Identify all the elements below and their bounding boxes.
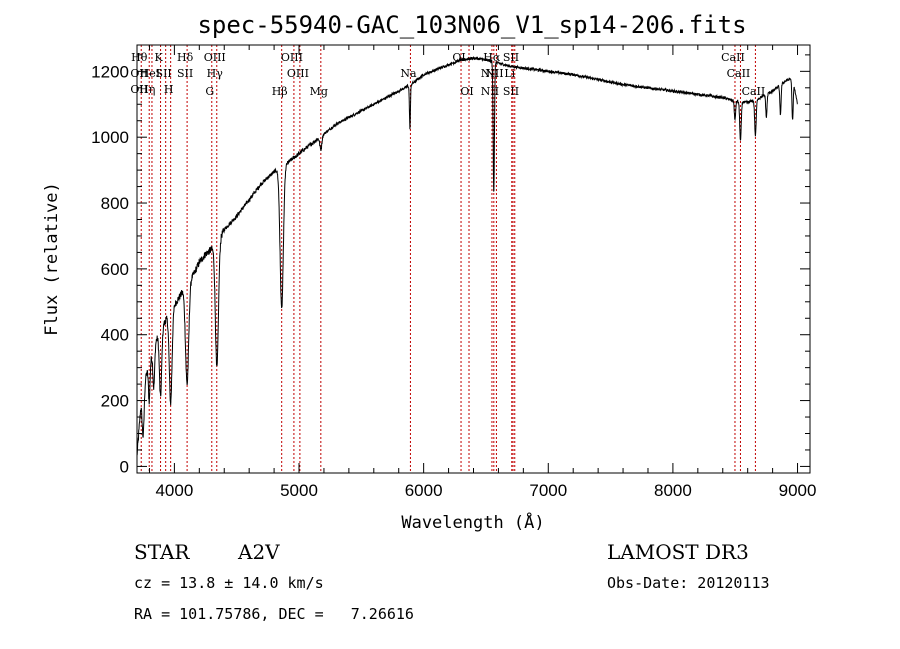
survey-name: LAMOST DR3 xyxy=(607,540,749,564)
spectral-line-label: K xyxy=(154,51,163,64)
spectral-line-label: SII xyxy=(177,67,193,80)
spectral-line-label: Hδ xyxy=(177,51,194,64)
x-tick-label: 8000 xyxy=(654,481,692,500)
spectral-line-label: CaII xyxy=(727,67,751,80)
spectral-line-label: OII xyxy=(130,67,148,80)
spectral-line-label: OIII xyxy=(281,51,303,64)
spectral-line-label: OI xyxy=(460,85,473,98)
spectrum-line xyxy=(136,55,798,456)
object-class: STAR xyxy=(134,540,190,564)
x-tick-label: 4000 xyxy=(155,481,193,500)
plot-frame xyxy=(136,44,811,474)
spectral-line-label: Hγ xyxy=(207,67,224,80)
spectral-line-label: H xyxy=(164,83,174,96)
x-tick-label: 6000 xyxy=(405,481,443,500)
spectral-line-label: Hθ xyxy=(131,51,148,64)
spectral-line-markers xyxy=(140,45,756,473)
observation-date: Obs-Date: 20120113 xyxy=(607,574,770,592)
spectral-line-label: Hβ xyxy=(272,85,288,98)
x-tick-label: 9000 xyxy=(779,481,817,500)
spectral-line-label: Hη xyxy=(139,83,155,96)
spectral-line-label: CaII xyxy=(742,85,766,98)
x-axis: 4000 5000 6000 7000 8000 9000 xyxy=(148,45,817,500)
spectral-line-label: NII xyxy=(485,67,503,80)
spectral-line-label: G xyxy=(205,85,214,98)
y-tick-label: 800 xyxy=(101,194,129,213)
redshift-readout: cz = 13.8 ± 14.0 km/s xyxy=(134,574,324,592)
y-tick-label: 200 xyxy=(101,392,129,411)
spectral-line-label: CaII xyxy=(721,51,745,64)
spectral-line-label: OII xyxy=(130,83,148,96)
y-tick-label: 400 xyxy=(101,326,129,345)
y-tick-label: 1200 xyxy=(91,62,129,81)
spectral-line-label: SII xyxy=(156,67,172,80)
object-subclass: A2V xyxy=(237,540,280,564)
spectral-line-label: OIII xyxy=(287,67,309,80)
spectral-line-label: Li xyxy=(504,67,515,80)
x-tick-label: 7000 xyxy=(529,481,567,500)
y-tick-label: 0 xyxy=(120,457,129,476)
y-tick-label: 600 xyxy=(101,260,129,279)
y-axis-title: Flux (relative) xyxy=(42,182,62,336)
y-tick-label: 1000 xyxy=(91,128,129,147)
spectral-line-label: NII xyxy=(481,67,499,80)
x-axis-title: Wavelength (Å) xyxy=(401,511,544,533)
y-axis: 0 200 400 600 800 1000 1200 xyxy=(91,54,810,476)
spectral-line-label: NII xyxy=(481,85,499,98)
spectral-line-label: SII xyxy=(503,51,519,64)
chart-title: spec-55940-GAC_103N06_V1_sp14-206.fits xyxy=(197,11,746,39)
coordinates-readout: RA = 101.75786, DEC = 7.26616 xyxy=(134,605,414,623)
spectral-line-label: OIII xyxy=(204,51,226,64)
spectral-line-label: SII xyxy=(503,85,519,98)
spectral-line-label: HeI xyxy=(140,67,160,80)
spectral-line-label: Na xyxy=(400,67,417,80)
x-tick-label: 5000 xyxy=(280,481,318,500)
spectral-line-label: Mg xyxy=(310,85,328,98)
